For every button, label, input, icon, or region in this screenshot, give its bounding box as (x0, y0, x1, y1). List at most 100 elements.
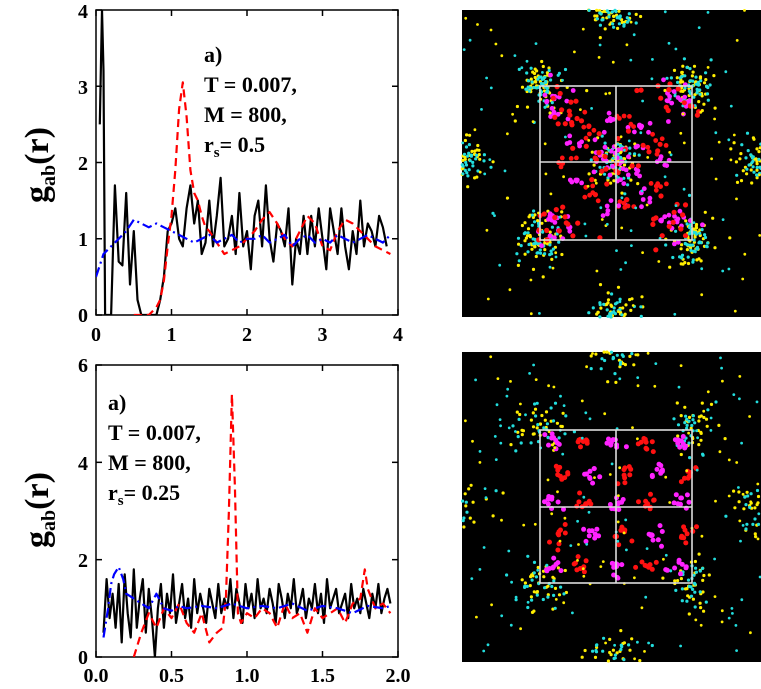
particle (682, 202, 689, 208)
particle (594, 650, 599, 654)
particle (615, 249, 618, 253)
particle (692, 221, 696, 225)
particle (694, 618, 698, 622)
particle (683, 421, 687, 425)
particle (620, 645, 624, 649)
particle (534, 378, 538, 381)
particle (743, 495, 747, 499)
particle (609, 181, 613, 185)
particle (606, 659, 611, 663)
particle (552, 214, 558, 221)
particle (664, 553, 668, 557)
particle (721, 269, 725, 273)
particle (653, 183, 659, 189)
bottom-annotation-m: M = 800, (108, 450, 191, 475)
particle (618, 177, 623, 183)
particle (689, 248, 693, 252)
particle (491, 514, 495, 518)
particle (601, 649, 605, 653)
particle (478, 461, 482, 464)
particle (589, 354, 593, 358)
particle (683, 565, 689, 571)
particle (557, 90, 563, 97)
particle (721, 218, 725, 222)
particle (524, 413, 527, 417)
particle (672, 213, 677, 219)
particle (648, 181, 654, 186)
particle (630, 297, 634, 301)
particle (468, 38, 472, 42)
particle (561, 452, 565, 456)
particle (571, 611, 574, 615)
particle (640, 295, 644, 299)
particle (478, 157, 482, 161)
particle (732, 393, 736, 396)
particle (567, 177, 573, 183)
particle (568, 156, 574, 161)
particle (700, 534, 704, 538)
particle (747, 163, 751, 167)
particle (589, 528, 595, 534)
particle (658, 184, 663, 190)
particle (606, 314, 610, 318)
particle (616, 542, 622, 548)
particle (635, 163, 642, 169)
particle (680, 441, 686, 447)
particle (674, 204, 678, 208)
particle (735, 197, 738, 201)
particle (688, 456, 692, 460)
particle (639, 559, 645, 565)
particle (509, 380, 512, 383)
top-annotation-m: M = 800, (204, 102, 287, 127)
particle (633, 657, 636, 661)
particle (520, 433, 524, 437)
particle (611, 357, 615, 361)
particle (704, 78, 708, 82)
particle (567, 228, 573, 234)
particle (636, 182, 640, 186)
particle (758, 173, 761, 177)
particle (525, 59, 529, 63)
particle (643, 498, 649, 504)
particle (552, 114, 558, 120)
particle (699, 79, 703, 83)
particle (478, 568, 482, 571)
particle (687, 441, 691, 445)
particle (560, 204, 566, 210)
particle (626, 464, 632, 470)
particle (545, 496, 551, 502)
particle (729, 158, 733, 162)
particle (591, 169, 597, 175)
particle (697, 443, 701, 447)
particle (742, 507, 746, 511)
particle (689, 594, 694, 598)
particle (532, 363, 535, 367)
particle (680, 243, 684, 247)
particle (612, 179, 616, 183)
particle (500, 518, 503, 522)
particle (612, 534, 618, 539)
particle (641, 251, 644, 255)
particle (534, 575, 539, 579)
particle (753, 517, 757, 521)
particle (595, 8, 599, 12)
particle (474, 157, 478, 161)
particle (685, 243, 690, 247)
particle (538, 312, 541, 315)
particle (735, 180, 740, 184)
particle (700, 401, 704, 405)
particle (712, 74, 716, 78)
particle (514, 598, 518, 602)
particle (540, 413, 544, 418)
particle (600, 213, 606, 219)
particle (605, 208, 611, 214)
particle (549, 494, 555, 500)
particle (593, 178, 597, 182)
particle (651, 497, 657, 503)
particle (649, 532, 655, 538)
particle (755, 162, 759, 166)
particle (633, 576, 636, 580)
particle (695, 90, 699, 95)
particle (658, 237, 662, 240)
particle (693, 235, 697, 239)
